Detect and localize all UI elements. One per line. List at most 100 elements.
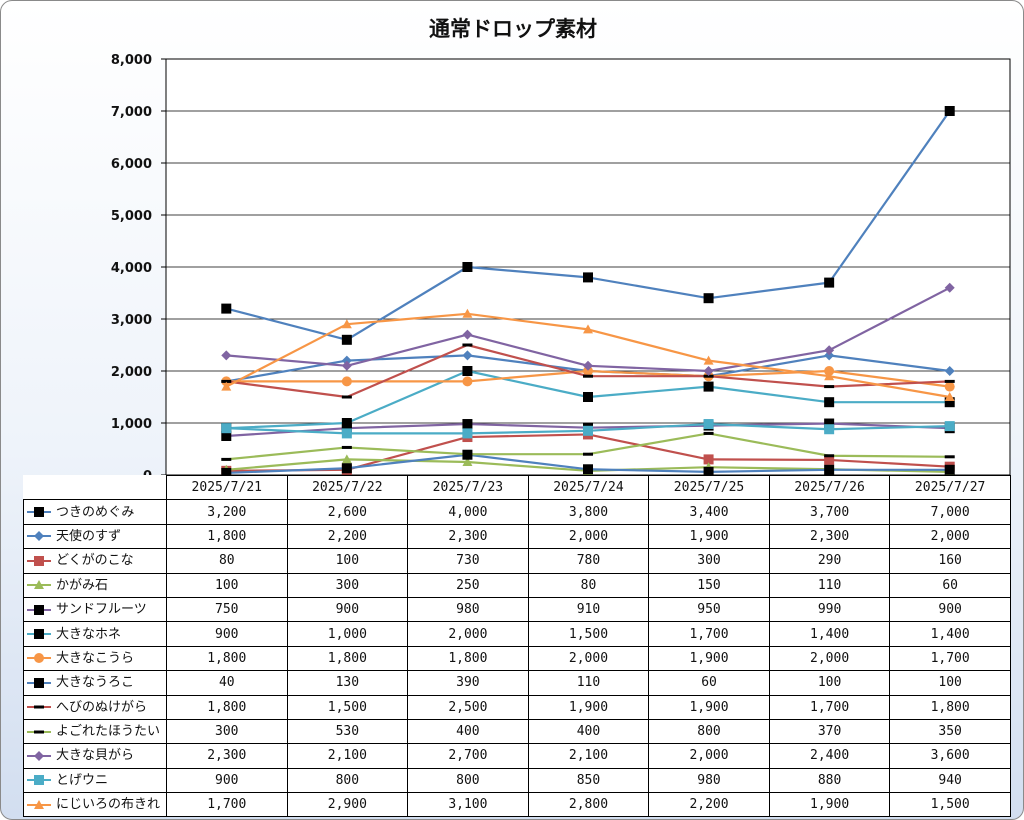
- series-1: [221, 106, 955, 345]
- table-body: つきのめぐみ 3,200 2,600 4,000 3,800 3,400 3,700 7,00…: [23, 499, 1011, 818]
- data-label: 990: [768, 596, 891, 623]
- data-point: [944, 282, 955, 293]
- data-label: 150: [648, 572, 770, 598]
- series-name: にじいろの布きれ: [56, 797, 161, 813]
- data-point: [221, 303, 232, 314]
- legend-key-marker: [34, 677, 44, 688]
- series-name: どくがのこな: [56, 553, 134, 569]
- legend-entry: 大きなホネ: [23, 621, 167, 647]
- data-point: [221, 381, 232, 391]
- series-name: とげウニ: [56, 772, 109, 788]
- data-label: 880: [768, 767, 891, 794]
- data-point: [462, 350, 473, 361]
- data-point: [703, 419, 714, 430]
- x-tick-label: 2025/7/24: [527, 474, 650, 501]
- data-point: [462, 262, 473, 272]
- data-point: [341, 395, 352, 399]
- series-12: [221, 419, 955, 439]
- data-label: 1,500: [286, 694, 409, 720]
- data-label: 1,700: [166, 792, 288, 818]
- data-point: [944, 397, 955, 408]
- data-label: 2,300: [407, 523, 529, 550]
- data-label: 100: [768, 670, 891, 696]
- legend-key-marker: [34, 604, 44, 615]
- x-tick-label: 2025/7/23: [407, 474, 529, 501]
- data-label: 1,900: [768, 792, 891, 818]
- data-point: [583, 324, 593, 334]
- y-tick-label: 1,000: [111, 417, 152, 432]
- data-label: 2,000: [407, 621, 529, 647]
- data-point: [462, 457, 473, 466]
- data-point: [583, 392, 593, 402]
- data-label: 980: [407, 596, 529, 623]
- data-label: 1,700: [648, 621, 770, 647]
- legend-entry: とげウニ: [23, 767, 167, 794]
- grid-layer: 01,0002,0003,0004,0005,0006,0007,0008,00…: [111, 53, 1011, 484]
- data-label: 1,500: [527, 621, 650, 647]
- table-row: 大きなこうら 1,800 1,800 1,800 2,000 1,900 2,000 1,70…: [23, 645, 1011, 672]
- data-point: [462, 419, 473, 430]
- data-label: 910: [527, 596, 650, 623]
- series-11: [221, 282, 955, 376]
- data-label: 1,700: [889, 645, 1011, 672]
- series-name: サンドフルーツ: [56, 602, 147, 618]
- data-label: 730: [407, 548, 529, 574]
- legend-key-icon: [27, 799, 51, 809]
- data-label: 60: [889, 572, 1011, 598]
- data-label: 3,400: [648, 499, 770, 525]
- data-label: 2,600: [286, 499, 409, 525]
- y-tick-label: 7,000: [111, 105, 152, 120]
- data-label: 80: [166, 548, 288, 574]
- data-point: [703, 366, 714, 376]
- data-label: 2,300: [768, 523, 891, 550]
- legend-key-marker: [34, 730, 44, 734]
- legend-key-icon: [27, 629, 51, 640]
- series-13: [221, 308, 955, 401]
- data-point: [583, 360, 593, 371]
- data-point: [944, 392, 955, 401]
- data-point: [221, 457, 232, 461]
- data-label: 1,900: [527, 694, 650, 720]
- data-point: [944, 379, 955, 383]
- data-label: 3,800: [527, 499, 650, 525]
- legend-key-marker: [34, 555, 44, 566]
- series-name: 大きなこうら: [56, 650, 135, 666]
- table-row: つきのめぐみ 3,200 2,600 4,000 3,800 3,400 3,700 7,00…: [23, 499, 1011, 525]
- data-label: 130: [286, 670, 409, 696]
- legend-entry: 大きなこうら: [23, 645, 167, 672]
- data-point: [703, 374, 714, 378]
- y-tick-label: 8,000: [111, 53, 152, 68]
- data-label: 2,000: [527, 645, 650, 672]
- data-label: 1,900: [648, 694, 770, 720]
- y-tick-label: 2,000: [111, 365, 152, 380]
- data-label: 7,000: [889, 499, 1011, 525]
- table-row: 大きなホネ 900 1,000 2,000 1,500 1,700 1,400 1,400: [23, 621, 1011, 647]
- data-label: 900: [166, 767, 288, 794]
- data-point: [824, 350, 835, 361]
- series-name: かがみ石: [56, 577, 109, 593]
- data-label: 940: [889, 767, 1011, 794]
- data-point: [824, 385, 835, 389]
- data-point: [824, 424, 835, 435]
- data-point: [221, 431, 232, 441]
- legend-key-icon: [27, 775, 51, 786]
- table-row: へびのぬけがら 1,800 1,500 2,500 1,900 1,900 1,700 1,8…: [23, 694, 1011, 720]
- y-tick-label: 5,000: [111, 209, 152, 224]
- data-point: [703, 293, 714, 304]
- data-point: [462, 343, 473, 347]
- data-label: 60: [648, 670, 770, 696]
- data-point: [341, 418, 352, 428]
- data-label: 900: [889, 596, 1011, 623]
- data-label: 2,100: [286, 743, 409, 769]
- data-point: [221, 379, 232, 383]
- series-name: 天使のすず: [56, 528, 122, 544]
- data-label: 1,800: [407, 645, 529, 672]
- data-point: [824, 454, 835, 465]
- legend-entry: にじいろの布きれ: [23, 792, 167, 818]
- legend-key-marker: [34, 629, 44, 640]
- data-label: 110: [527, 670, 650, 696]
- data-label: 1,800: [166, 645, 288, 672]
- table-row: サンドフルーツ 750 900 980 910 950 990 900: [23, 596, 1011, 623]
- table-row: 天使のすず 1,800 2,200 2,300 2,000 1,900 2,300 2,000: [23, 523, 1011, 550]
- data-point: [341, 423, 352, 434]
